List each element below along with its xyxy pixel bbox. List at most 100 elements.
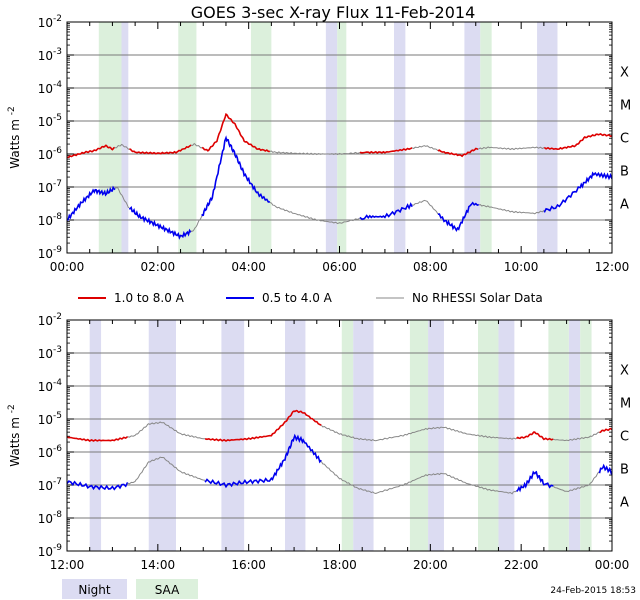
series-long-line	[127, 421, 206, 440]
y-tick-label: 10-6	[38, 146, 63, 162]
chart-panel-2: 10-9 10-8 10-7 10-6 10-5 10-4 10-3 10-2 12:00 14:…	[7, 312, 631, 572]
flare-class-label: C	[620, 132, 629, 147]
plot-frame	[66, 21, 613, 254]
y-axis-label: Watts m -2	[7, 404, 22, 466]
y-tick-label: 10-7	[38, 477, 62, 493]
x-tick-label: 02:00	[141, 260, 176, 274]
saa-band	[178, 22, 197, 253]
saa-band	[341, 320, 354, 551]
y-tick-label: 10-4	[38, 80, 63, 96]
x-tick-label: 00:00	[595, 558, 630, 572]
night-band	[464, 22, 481, 253]
y-tick-label: 10-2	[38, 312, 62, 328]
footer-timestamp: 24-Feb-2015 18:53	[550, 586, 636, 596]
y-tick-label: 10-2	[38, 14, 62, 30]
night-band	[353, 320, 374, 551]
y-tick-label: 10-5	[38, 113, 62, 129]
flare-class-label: X	[620, 66, 629, 81]
series-long-line	[114, 143, 130, 150]
saa-band	[548, 320, 569, 551]
x-tick-label: 18:00	[322, 558, 357, 572]
x-tick-label: 08:00	[413, 260, 448, 274]
series-short-line	[412, 199, 439, 215]
series-short-line	[190, 215, 203, 232]
series-long-line	[67, 144, 115, 159]
x-tick-label: 14:00	[141, 558, 176, 572]
series-short-line	[114, 186, 130, 209]
x-tick-label: 12:00	[595, 260, 630, 274]
series-long-line	[411, 145, 439, 152]
series-short-line	[515, 470, 554, 493]
night-band	[221, 320, 245, 551]
series-long-line	[477, 146, 545, 151]
series-short-line	[478, 204, 545, 215]
series-short-line	[67, 185, 116, 221]
night-band	[394, 22, 406, 253]
saa-band	[250, 22, 272, 253]
series-short-line	[204, 433, 322, 489]
saa-band	[480, 22, 492, 253]
night-legend-label: Night	[78, 583, 111, 597]
night-band	[537, 22, 558, 253]
night-legend-box	[62, 579, 127, 599]
saa-legend-box	[136, 579, 198, 599]
x-tick-label: 22:00	[504, 558, 539, 572]
series-long-line	[269, 150, 361, 156]
x-tick-label: 20:00	[413, 558, 448, 572]
legend-label: No RHESSI Solar Data	[412, 291, 543, 305]
x-tick-label: 00:00	[50, 260, 85, 274]
series-group	[67, 409, 612, 495]
series-short-line	[128, 206, 192, 240]
series-long-line	[553, 431, 600, 442]
x-tick-label: 06:00	[322, 260, 357, 274]
chart-panel-1: 10-9 10-8 10-7 10-6 10-5 10-4 10-3 10-2 00:00 02:…	[7, 14, 631, 274]
series-short-line	[543, 171, 612, 213]
night-band	[325, 22, 338, 253]
night-band	[428, 320, 444, 551]
y-tick-label: 10-9	[38, 543, 63, 559]
chart-title: GOES 3-sec X-ray Flux 11-Feb-2014	[191, 3, 476, 22]
flare-class-label: A	[620, 198, 629, 213]
series-long-line	[359, 147, 413, 154]
y-tick-label: 10-6	[38, 444, 63, 460]
night-band	[148, 320, 176, 551]
series-long-line	[516, 431, 554, 441]
series-long-line	[67, 435, 129, 442]
saa-band	[580, 320, 592, 551]
plot-frame	[66, 319, 613, 552]
series-short-line	[553, 471, 600, 493]
series-short-line	[437, 201, 480, 232]
y-tick-label: 10-9	[38, 245, 63, 261]
saa-legend-label: SAA	[155, 583, 180, 597]
y-axis-label: Watts m -2	[7, 106, 22, 168]
flare-class-label: X	[620, 364, 629, 379]
night-band	[89, 320, 102, 551]
y-tick-label: 10-3	[38, 47, 62, 63]
flare-class-label: B	[620, 165, 629, 180]
series-short-line	[598, 463, 612, 476]
y-tick-label: 10-4	[38, 378, 63, 394]
series-short-line	[201, 135, 270, 217]
flare-class-label: M	[620, 99, 631, 114]
saa-band	[337, 22, 347, 253]
y-tick-label: 10-3	[38, 345, 62, 361]
series-short-line	[269, 202, 361, 225]
series-long-line	[191, 142, 203, 149]
series-short-line	[320, 461, 517, 495]
series-long-line	[204, 409, 322, 442]
x-tick-label: 12:00	[50, 558, 85, 572]
y-tick-label: 10-5	[38, 411, 62, 427]
series-long-line	[599, 427, 612, 434]
flare-class-label: C	[620, 430, 629, 445]
legend-label: 0.5 to 4.0 A	[262, 291, 333, 305]
flare-class-label: A	[620, 496, 629, 511]
series-short-line	[359, 202, 413, 221]
series-long-line	[320, 424, 517, 442]
y-tick-label: 10-7	[38, 179, 62, 195]
saa-band	[409, 320, 429, 551]
y-tick-label: 10-8	[38, 212, 63, 228]
legend-label: 1.0 to 8.0 A	[114, 291, 185, 305]
series-long-line	[543, 132, 612, 151]
x-tick-label: 10:00	[504, 260, 539, 274]
